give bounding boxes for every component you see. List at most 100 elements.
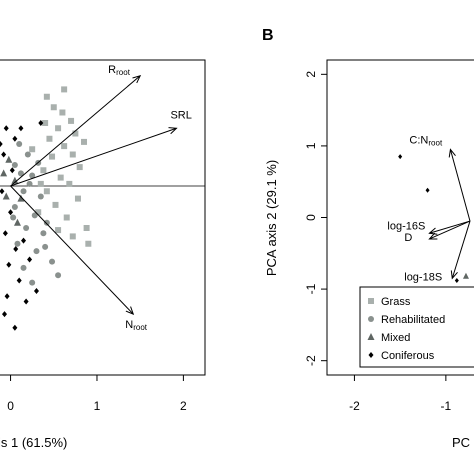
arrow-head [132, 74, 142, 84]
point-coniferous [27, 256, 33, 263]
point-coniferous [8, 209, 14, 216]
legend-label: Coniferous [381, 350, 435, 362]
point-grass [69, 151, 76, 158]
loading-arrow [449, 149, 471, 222]
panel-b-axis-ticks: 2 1 0 -1 -2 -2 -1 [304, 71, 452, 413]
panel-a-arrows: Rroot SRL Nroot [10, 64, 192, 332]
point-rehabilitated [16, 141, 23, 147]
point-rehabilitated [40, 230, 47, 237]
point-grass [49, 153, 56, 160]
point-grass [76, 164, 83, 171]
point-coniferous [0, 141, 3, 147]
point-coniferous [454, 278, 459, 283]
loading-arrow [451, 220, 471, 279]
point-grass [74, 195, 81, 202]
point-grass [81, 138, 88, 145]
panel-a-x-ticks: 0 1 2 [7, 375, 187, 413]
point-rehabilitated [11, 204, 18, 210]
point-coniferous [16, 277, 22, 284]
point-coniferous [33, 288, 39, 294]
point-grass [61, 86, 68, 93]
loading-arrow [429, 220, 471, 234]
point-grass [46, 135, 53, 142]
point-grass [57, 174, 64, 181]
point-coniferous [425, 187, 430, 193]
loading-arrow [10, 75, 141, 187]
point-grass [55, 227, 62, 234]
point-rehabilitated [55, 272, 62, 279]
point-grass [85, 240, 92, 247]
panel-b-x-tick-label: -1 [441, 399, 452, 413]
panel-b-y-tick-label: -1 [304, 283, 318, 294]
arrow-label: D [404, 232, 412, 244]
point-rehabilitated [11, 162, 18, 168]
panel-b-x-axis-label: PC [452, 435, 470, 450]
legend-marker-rehabilitated [368, 316, 374, 322]
point-coniferous [38, 120, 44, 126]
point-rehabilitated [33, 248, 40, 255]
panel-a-x-axis-label: is 1 (61.5%) [0, 435, 67, 450]
point-coniferous [3, 125, 9, 132]
panel-b-y-axis-label: PCA axis 2 (29.1 %) [264, 160, 279, 276]
point-coniferous [1, 151, 7, 158]
point-coniferous [4, 293, 10, 300]
arrow-label: log-18S [404, 271, 442, 283]
panel-b-y-tick-label: 1 [304, 142, 318, 149]
point-mixed [5, 155, 13, 163]
arrow-label: Rroot [108, 64, 131, 77]
point-coniferous [398, 154, 403, 160]
point-rehabilitated [37, 193, 44, 200]
arrow-label: Nroot [125, 319, 148, 332]
point-mixed [0, 169, 8, 177]
point-grass [43, 93, 50, 100]
legend-box [359, 286, 474, 368]
point-rehabilitated [20, 188, 27, 195]
point-coniferous [23, 298, 29, 305]
point-grass [59, 109, 66, 116]
arrow-label: SRL [170, 109, 191, 121]
point-mixed [2, 192, 10, 200]
loading-arrow [429, 220, 471, 240]
panel-a-x-tick-label: 0 [7, 399, 14, 413]
panel-b-y-tick-label: 0 [304, 214, 318, 221]
point-coniferous [21, 237, 27, 244]
point-coniferous [2, 311, 8, 318]
point-grass [35, 209, 42, 216]
point-rehabilitated [31, 212, 38, 219]
point-grass [63, 214, 70, 221]
point-grass [69, 233, 76, 240]
arrow-label: log-16S [387, 220, 425, 232]
panel-a-x-tick-label: 2 [180, 399, 187, 413]
point-grass [50, 104, 57, 111]
point-rehabilitated [43, 219, 50, 226]
point-grass [66, 180, 73, 187]
point-rehabilitated [42, 243, 49, 250]
point-rehabilitated [14, 240, 21, 247]
point-coniferous [12, 135, 18, 142]
panel-a-x-tick-label: 1 [94, 399, 101, 413]
arrow-head [450, 270, 458, 280]
panel-b-x-tick-label: -2 [349, 399, 360, 413]
point-grass [61, 143, 68, 150]
panel-b-y-tick-label: -2 [304, 355, 318, 366]
point-grass [29, 146, 36, 153]
point-rehabilitated [29, 172, 36, 179]
legend-marker-mixed [367, 333, 375, 340]
point-grass [40, 167, 47, 174]
point-grass [42, 120, 49, 126]
point-grass [72, 130, 79, 137]
point-rehabilitated [49, 258, 56, 265]
point-mixed [17, 194, 25, 202]
point-rehabilitated [17, 170, 24, 177]
panel-b-y-tick-label: 2 [304, 71, 318, 78]
arrow-head [428, 227, 438, 235]
point-rehabilitated [26, 180, 33, 187]
point-grass [55, 125, 62, 132]
point-coniferous [18, 125, 24, 132]
arrow-head [428, 232, 438, 240]
point-coniferous [0, 188, 5, 195]
point-grass [83, 225, 90, 231]
point-grass [52, 201, 59, 208]
